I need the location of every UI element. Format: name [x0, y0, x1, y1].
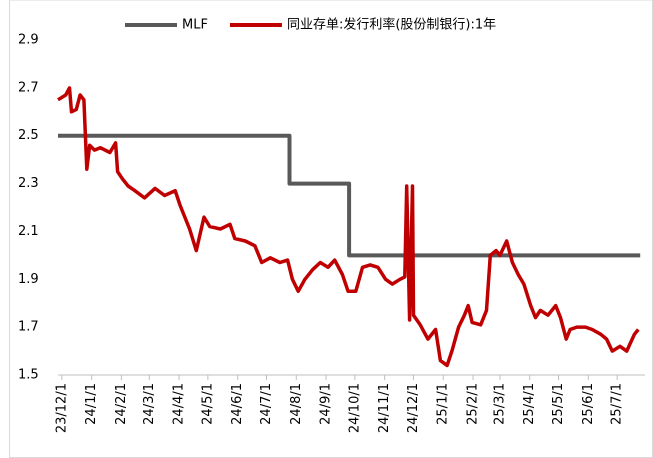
y-tick-label: 2.7	[18, 80, 39, 95]
x-tick-label: 24/2/1	[114, 383, 129, 425]
x-tick-label: 24/10/1	[347, 383, 362, 433]
x-tick-label: 24/9/1	[319, 383, 334, 425]
x-tick-label: 24/4/1	[172, 383, 187, 425]
x-tick-label: 25/6/1	[581, 383, 596, 425]
y-tick-label: 1.9	[18, 272, 39, 287]
y-tick-label: 2.1	[18, 224, 39, 239]
y-tick-label: 2.3	[18, 176, 39, 191]
x-tick-label: 24/8/1	[289, 383, 304, 425]
x-tick-label: 23/12/1	[54, 383, 69, 433]
data-line	[57, 86, 640, 368]
x-tick-label: 24/3/1	[142, 383, 157, 425]
x-tick-label: 24/7/1	[259, 383, 274, 425]
x-tick-label: 24/11/1	[377, 383, 392, 433]
x-tick-label: 25/2/1	[466, 383, 481, 425]
x-tick-label: 25/4/1	[522, 383, 537, 425]
x-tick-label: 24/6/1	[230, 383, 245, 425]
data-line	[58, 133, 641, 258]
x-tick-label: 25/7/1	[610, 383, 625, 425]
x-tick-label: 25/5/1	[551, 383, 566, 425]
x-tick-label: 24/12/1	[406, 383, 421, 433]
y-tick-label: 1.7	[18, 320, 39, 335]
y-tick-label: 1.5	[18, 368, 39, 383]
legend-label: 同业存单:发行利率(股份制银行):1年	[287, 17, 496, 33]
x-tick-label: 24/1/1	[84, 383, 99, 425]
x-tick-label: 24/5/1	[200, 383, 215, 425]
y-tick-label: 2.5	[18, 128, 39, 143]
legend-label: MLF	[182, 18, 208, 33]
x-tick-label: 25/1/1	[436, 383, 451, 425]
y-tick-label: 2.9	[18, 33, 39, 48]
x-tick-label: 25/3/1	[492, 383, 507, 425]
